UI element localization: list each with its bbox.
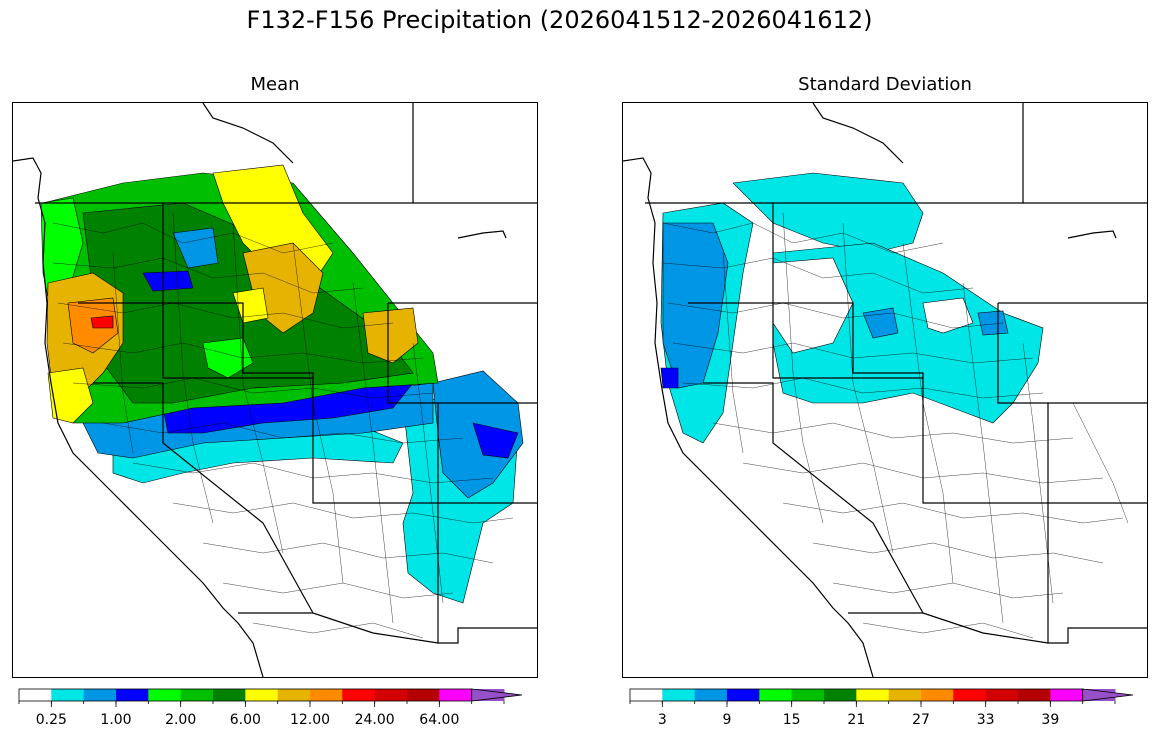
std-cbar-swatch-5 — [791, 689, 825, 701]
region-cyan-north — [732, 172, 924, 254]
state-line-4 — [997, 303, 1147, 404]
mean-cbar-swatch-11 — [374, 689, 408, 701]
mean-cbar-swatch-10 — [342, 689, 376, 701]
mean-map-svg — [13, 103, 537, 677]
coastline — [623, 157, 874, 677]
std-panel-title: Standard Deviation — [798, 74, 972, 95]
mean-colorbar-svg: 0.25 1.00 2.00 6.00 12.00 24.00 64.00 — [18, 688, 523, 728]
mean-cbar-swatch-4 — [148, 689, 182, 701]
mexico-border — [848, 612, 1049, 644]
state-line-1 — [78, 302, 537, 504]
mean-map — [12, 102, 538, 678]
mean-cbar-tick-label-3: 6.00 — [230, 712, 261, 728]
region-blue-east — [472, 422, 519, 459]
mean-cbar-tick-label-1: 1.00 — [100, 712, 131, 728]
mean-cbar-tick-label-0: 0.25 — [36, 712, 67, 728]
state-line-5 — [1047, 403, 1147, 644]
region-lightblue-east — [977, 310, 1009, 336]
std-cbar-swatch-7 — [856, 689, 890, 701]
mean-boundaries — [13, 103, 537, 677]
std-cbar-swatch-6 — [824, 689, 857, 701]
std-cbar-tick-label-3: 21 — [847, 712, 865, 728]
region-lightblue-center — [862, 307, 899, 339]
state-line-1 — [688, 302, 1147, 504]
region-blue-coast — [660, 367, 679, 389]
std-cbar-swatch-13 — [1050, 689, 1084, 701]
std-map-svg — [623, 103, 1147, 677]
mean-cbar-swatch-5 — [180, 689, 214, 701]
std-cbar-tick-label-4: 27 — [912, 712, 930, 728]
region-white-center-2 — [922, 297, 974, 334]
std-cbar-swatch-3 — [727, 689, 760, 701]
mean-cbar-swatch-0 — [19, 689, 52, 701]
region-red-spot — [90, 315, 114, 329]
std-fill-layer — [660, 172, 1044, 444]
state-line-2 — [772, 203, 923, 379]
mean-cbar-swatch-13 — [439, 689, 473, 701]
std-cbar-swatch-10 — [953, 689, 987, 701]
std-cbar-swatch-4 — [759, 689, 793, 701]
state-line-6 — [93, 382, 314, 614]
mean-cbar-tick-label-2: 2.00 — [165, 712, 196, 728]
std-colorbar-svg: 3 9 15 21 27 33 39 — [629, 688, 1134, 728]
mean-cbar-swatch-8 — [277, 689, 311, 701]
mean-cbar-swatch-3 — [116, 689, 149, 701]
river-north — [812, 103, 904, 164]
great-lake-line — [457, 230, 507, 239]
std-cbar-swatch-1 — [662, 689, 696, 701]
mean-cbar-swatch-9 — [310, 689, 343, 701]
state-line-2 — [162, 203, 313, 379]
std-cbar-tick-label-0: 3 — [658, 712, 667, 728]
mean-fill-layer — [40, 164, 524, 604]
mean-cbar-tick-label-5: 24.00 — [355, 712, 395, 728]
std-cbar-tick-label-5: 33 — [977, 712, 995, 728]
mean-cbar-swatch-7 — [245, 689, 279, 701]
region-lightgreen-center — [202, 337, 254, 379]
region-yellow-center — [232, 287, 269, 324]
mean-cbar-tick-label-6: 64.00 — [419, 712, 459, 728]
std-map — [622, 102, 1148, 678]
state-line-4 — [387, 303, 537, 404]
std-cbar-tick-label-6: 39 — [1041, 712, 1059, 728]
std-cbar-swatch-0 — [630, 689, 663, 701]
std-cbar-swatch-8 — [888, 689, 922, 701]
std-cbar-swatch-9 — [921, 689, 954, 701]
std-cbar-swatch-11 — [985, 689, 1019, 701]
mexico-border — [238, 612, 439, 644]
std-cbar-swatch-12 — [1018, 689, 1051, 701]
std-colorbar: 3 9 15 21 27 33 39 — [629, 688, 1142, 734]
std-cbar-tick-label-2: 15 — [783, 712, 801, 728]
state-line-6 — [703, 382, 924, 614]
region-yellow-coast — [47, 367, 94, 424]
region-gold-east — [362, 307, 419, 364]
std-cbar-swatch-2 — [694, 689, 728, 701]
state-line-5 — [437, 403, 537, 644]
mean-cbar-swatch-6 — [213, 689, 246, 701]
std-boundaries — [623, 103, 1147, 677]
great-lake-line — [1067, 230, 1117, 239]
mean-cbar-tick-label-4: 12.00 — [290, 712, 330, 728]
river-north — [202, 103, 294, 164]
mean-colorbar: 0.25 1.00 2.00 6.00 12.00 24.00 64.00 — [18, 688, 531, 734]
region-blue-nw — [142, 270, 194, 292]
coastline — [13, 157, 264, 677]
figure-title: F132-F156 Precipitation (2026041512-2026… — [246, 6, 873, 34]
mean-panel-title: Mean — [250, 74, 300, 95]
mean-cbar-swatch-1 — [51, 689, 85, 701]
std-cbar-tick-label-1: 9 — [723, 712, 732, 728]
mean-cbar-swatch-12 — [407, 689, 440, 701]
mean-cbar-swatch-2 — [83, 689, 117, 701]
